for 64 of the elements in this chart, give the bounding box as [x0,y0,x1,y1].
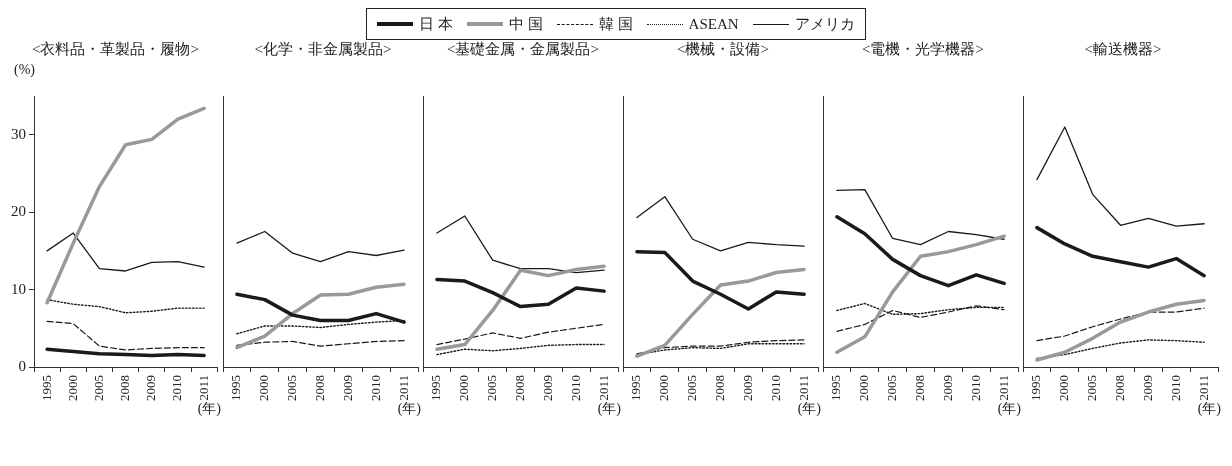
x-tick-label: 1995 [628,375,644,401]
x-tick-label: 2010 [367,375,383,401]
y-tick-label: 10 [11,280,26,297]
x-tick-label: 2011 [995,375,1011,401]
chart-title: <機械・設備> [676,40,770,59]
x-tick-label: 2005 [90,375,106,401]
x-tick-label: 2008 [911,375,927,401]
x-tick-label: 2000 [856,375,872,401]
y-tick-label: 0 [18,357,26,374]
x-tick-label: 2008 [1111,375,1127,401]
legend-label: 韓 国 [598,14,633,34]
x-tick-label: 2000 [456,375,472,401]
x-tick-label: 2011 [795,375,811,401]
y-axis-title: (%) [13,62,36,79]
chart-title: <衣料品・革製品・履物> [31,40,200,59]
y-tick-label: 20 [11,203,26,220]
x-axis-title: (年) [796,400,822,418]
x-tick-label: 1995 [828,375,844,401]
x-tick-label: 2008 [511,375,527,401]
x-tick-label: 2009 [1139,375,1155,401]
x-tick-label: 2011 [195,375,211,401]
x-tick-label: 2009 [143,375,159,401]
x-tick-label: 2008 [711,375,727,401]
x-tick-label: 2005 [284,375,300,401]
x-tick-label: 2010 [169,375,185,401]
chart-title: <電機・光学機器> [861,40,985,59]
chart-title: <化学・非金属製品> [253,40,393,59]
x-tick-label: 2009 [739,375,755,401]
x-tick-label: 2009 [339,375,355,401]
y-tick-label: 30 [11,125,26,142]
x-tick-label: 2000 [256,375,272,401]
chart-title: <基礎金属・金属製品> [446,40,600,59]
x-tick-label: 2011 [1195,375,1211,401]
x-axis-title: (年) [1196,400,1222,418]
x-tick-label: 2008 [117,375,133,401]
x-axis-title: (年) [196,400,222,418]
x-tick-label: 2000 [656,375,672,401]
x-tick-label: 2000 [64,375,80,401]
chart-title: <輸送機器> [1083,40,1163,59]
x-axis-title: (年) [396,400,422,418]
legend-label: ASEAN [688,15,739,33]
x-tick-label: 1995 [428,375,444,401]
x-tick-label: 2009 [539,375,555,401]
x-tick-label: 2005 [684,375,700,401]
x-tick-label: 2008 [311,375,327,401]
x-tick-label: 2000 [1056,375,1072,401]
legend-label: 日 本 [419,14,454,34]
x-tick-label: 2010 [1167,375,1183,401]
x-tick-label: 2005 [884,375,900,401]
x-tick-label: 1995 [1028,375,1044,401]
x-tick-label: 2011 [395,375,411,401]
x-tick-label: 2010 [567,375,583,401]
x-tick-label: 2005 [484,375,500,401]
x-tick-label: 1995 [228,375,244,401]
x-tick-label: 2010 [767,375,783,401]
x-tick-label: 2011 [595,375,611,401]
x-tick-label: 2009 [939,375,955,401]
x-axis-title: (年) [596,400,622,418]
x-tick-label: 2010 [967,375,983,401]
x-tick-label: 2005 [1084,375,1100,401]
x-tick-label: 1995 [38,375,54,401]
legend-label: 中 国 [509,14,543,34]
x-axis-title: (年) [996,400,1022,418]
legend-label: アメリカ [794,14,855,34]
